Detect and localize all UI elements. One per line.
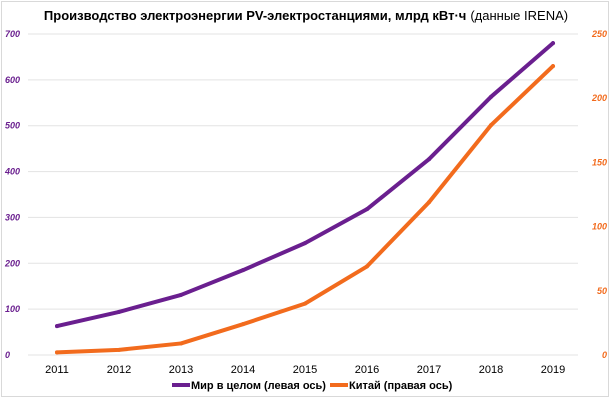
- data-point-china: [303, 301, 307, 306]
- left-axis-tick-label: 100: [5, 304, 20, 314]
- x-axis-tick-label: 2015: [293, 364, 317, 376]
- data-point-world: [551, 41, 555, 46]
- data-point-world: [365, 207, 369, 212]
- right-axis-tick-label: 200: [591, 93, 607, 103]
- data-point-china: [427, 200, 431, 205]
- x-axis-tick-label: 2011: [45, 364, 69, 376]
- data-point-china: [55, 350, 59, 355]
- legend-label-world: Мир в целом (левая ось): [191, 380, 326, 392]
- data-point-china: [551, 64, 555, 69]
- series-line-world: [55, 41, 555, 329]
- x-axis-tick-label: 2014: [231, 364, 255, 376]
- left-axis-tick-label: 400: [4, 167, 20, 177]
- x-axis-tick-label: 2013: [169, 364, 193, 376]
- left-axis-tick-label: 500: [5, 121, 20, 131]
- right-axis-tick-label: 0: [602, 350, 607, 360]
- data-point-china: [179, 341, 183, 346]
- data-point-china: [365, 264, 369, 269]
- data-point-world: [117, 309, 121, 314]
- left-axis-tick-label: 0: [5, 350, 10, 360]
- x-axis-tick-label: 2016: [355, 364, 379, 376]
- left-axis-tick-label: 300: [5, 212, 20, 222]
- data-point-world: [427, 157, 431, 162]
- right-axis-tick-label: 50: [597, 286, 607, 296]
- x-axis-tick-label: 2012: [107, 364, 131, 376]
- data-point-china: [489, 123, 493, 128]
- data-point-world: [241, 268, 245, 273]
- right-axis-tick-label: 150: [592, 157, 607, 167]
- x-axis-tick-label: 2018: [479, 364, 503, 376]
- x-axis-tick-label: 2017: [417, 364, 441, 376]
- left-axis-tick-label: 700: [5, 29, 20, 39]
- chart-title-main: Производство электроэнергии PV-электрост…: [44, 8, 466, 23]
- data-point-china: [241, 322, 245, 327]
- data-point-world: [55, 324, 59, 329]
- data-point-world: [489, 94, 493, 99]
- data-point-china: [117, 347, 121, 352]
- chart-title-source: (данные IRENA): [470, 8, 568, 23]
- right-axis-tick-label: 100: [592, 222, 607, 232]
- x-axis-tick-label: 2019: [541, 364, 565, 376]
- left-axis-tick-label: 200: [4, 258, 20, 268]
- data-point-world: [179, 292, 183, 297]
- chart-title: Производство электроэнергии PV-электрост…: [44, 8, 568, 23]
- left-axis-tick-label: 600: [5, 75, 20, 85]
- data-point-world: [303, 241, 307, 246]
- legend-label-china: Китай (правая ось): [349, 380, 453, 392]
- right-axis-tick-label: 250: [591, 29, 607, 39]
